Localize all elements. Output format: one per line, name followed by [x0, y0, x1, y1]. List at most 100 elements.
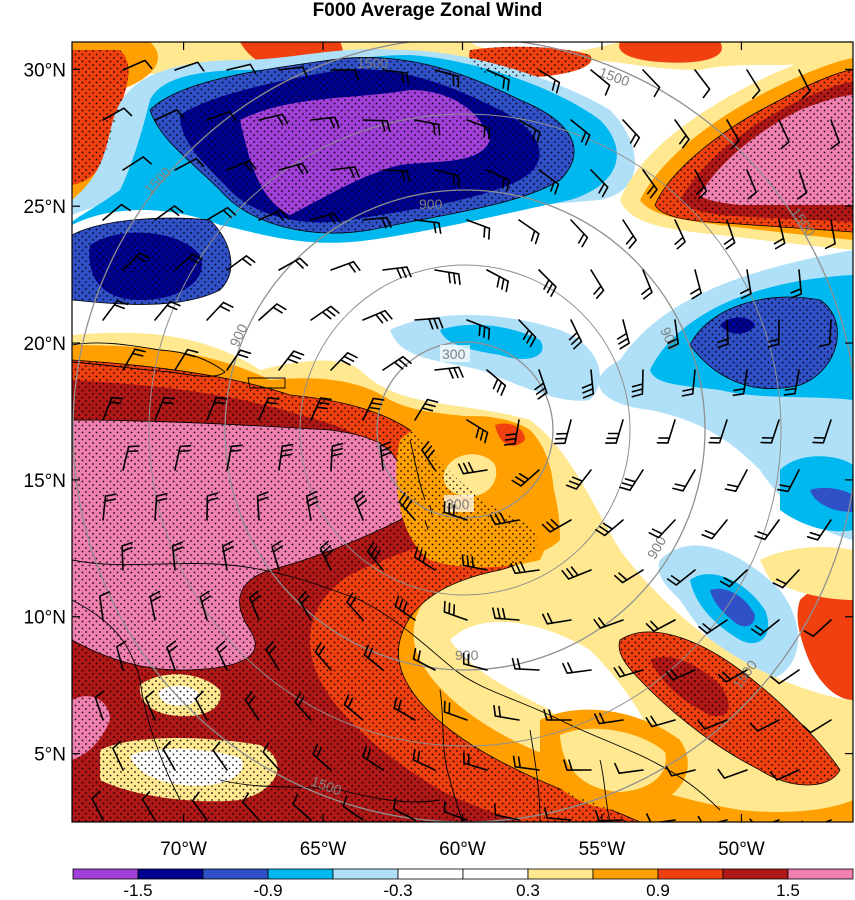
wind-barb: [824, 219, 836, 250]
lon-label: 60°W: [439, 839, 486, 860]
wind-barb: [154, 492, 168, 521]
colorbar-label: 1.5: [776, 881, 800, 900]
wind-barb: [379, 441, 392, 471]
wind-barb: [226, 63, 257, 75]
wind-barb: [434, 366, 464, 379]
wind-barb: [242, 792, 260, 821]
wind-barb: [642, 69, 661, 98]
wind-barb: [797, 169, 808, 200]
colorbar-swatch: [592, 868, 659, 880]
wind-barb: [697, 815, 728, 822]
wind-barb: [166, 640, 178, 671]
lon-label: 55°W: [579, 839, 626, 860]
wind-barb: [466, 119, 491, 140]
wind-barb: [518, 119, 541, 143]
wind-barb: [778, 119, 790, 150]
wind-barb: [278, 350, 305, 371]
wind-barb: [544, 807, 572, 821]
wind-barb: [443, 700, 468, 721]
colorbar-label: 0.3: [516, 881, 540, 900]
wind-barb: [466, 219, 491, 240]
wind-barb: [674, 219, 686, 250]
wind-barb: [798, 69, 811, 100]
wind-barb: [174, 253, 203, 271]
wind-barb: [174, 157, 205, 171]
wind-barb: [121, 541, 133, 571]
wind-barb: [216, 640, 228, 671]
wind-barb: [102, 107, 133, 121]
wind-barb: [581, 369, 595, 399]
wind-barb: [256, 491, 269, 521]
range-ring-300: [376, 341, 554, 519]
coast-puerto-rico: [247, 377, 286, 389]
wind-barb: [590, 69, 611, 96]
lat-label: 20°N: [24, 334, 66, 355]
wind-barb: [174, 444, 192, 471]
wind-barb: [802, 719, 832, 734]
wind-barb: [346, 592, 364, 621]
wind-barb: [330, 352, 358, 371]
wind-barb: [767, 319, 780, 348]
wind-barb: [518, 219, 540, 245]
wind-barb: [258, 397, 280, 421]
lat-label: 10°N: [24, 608, 66, 629]
wind-barb: [265, 641, 280, 671]
field-top-red-right2: [619, 42, 722, 63]
map-title: F000 Average Zonal Wind: [312, 0, 543, 21]
wind-barb: [466, 319, 491, 340]
wind-barb: [249, 590, 261, 621]
wind-barb: [777, 469, 800, 493]
wind-barb: [149, 590, 162, 621]
wind-barb: [769, 769, 800, 781]
wind-barb: [443, 501, 468, 521]
wind-barb: [366, 542, 384, 571]
wind-barb: [622, 219, 637, 249]
ring-label: 900: [455, 647, 479, 663]
wind-barb: [719, 569, 748, 588]
wind-barb: [724, 469, 748, 492]
wind-barb: [310, 212, 341, 225]
wind-barb: [102, 493, 117, 521]
wind-barb: [614, 762, 644, 774]
wind-barb: [191, 791, 208, 821]
wind-barb: [171, 541, 184, 571]
field-center-cyan: [440, 324, 543, 360]
wind-barb: [492, 607, 520, 621]
colorbar-label: 0.9: [646, 881, 670, 900]
wind-barb: [330, 261, 361, 273]
wind-barb: [749, 719, 780, 732]
lat-label: 15°N: [24, 471, 66, 492]
wind-barb: [694, 169, 708, 200]
colorbar-swatch: [722, 868, 789, 880]
coast-lesser-antilles: [409, 439, 433, 531]
ring-label: 300: [446, 496, 470, 512]
wind-barb: [278, 66, 308, 78]
wind-barb: [434, 69, 460, 88]
wind-barb: [538, 169, 560, 195]
wind-barb: [493, 704, 520, 721]
wind-barb: [783, 369, 800, 396]
wind-barb: [362, 397, 385, 421]
colorbar-swatch: [657, 868, 724, 880]
wind-barb: [681, 369, 696, 397]
wind-barb: [434, 269, 461, 286]
wind-barb: [174, 61, 205, 72]
wind-barb: [414, 119, 441, 136]
wind-barb: [486, 169, 510, 192]
wind-barb: [790, 269, 803, 299]
wind-barb: [413, 546, 436, 571]
wind-barb: [221, 540, 234, 571]
wind-barb: [122, 252, 150, 271]
wind-barb: [258, 113, 289, 126]
wind-barb: [518, 319, 537, 348]
wind-barb: [806, 519, 832, 541]
wind-barb: [294, 692, 312, 721]
wind-barb: [616, 319, 630, 350]
coast-venezuela: [72, 559, 721, 811]
wind-barb: [666, 569, 696, 586]
wind-barb: [414, 398, 439, 421]
wind-barb: [510, 561, 540, 575]
wind-barb: [258, 303, 287, 321]
wind-barb: [570, 219, 589, 248]
wind-barb: [614, 569, 644, 584]
